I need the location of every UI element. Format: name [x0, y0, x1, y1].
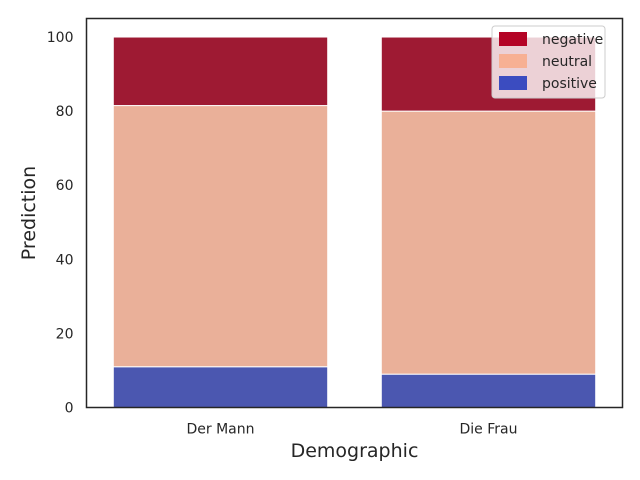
legend-label-neutral: neutral	[542, 54, 592, 70]
x-tick-label: Der Mann	[186, 422, 254, 438]
y-axis-ticks: 0 20 40 60 80 100	[47, 30, 74, 416]
y-tick-label: 80	[56, 104, 74, 120]
bar-positive-1	[380, 373, 597, 408]
legend-label-positive: positive	[542, 76, 597, 92]
x-axis-ticks: Der Mann Die Frau	[186, 422, 517, 438]
y-tick-label: 0	[65, 401, 74, 417]
x-axis-label: Demographic	[291, 440, 419, 462]
bar-neutral-0	[112, 105, 329, 368]
y-tick-label: 40	[56, 252, 74, 268]
y-tick-label: 60	[56, 178, 74, 194]
legend-swatch-positive	[499, 76, 527, 90]
legend-label-negative: negative	[542, 32, 603, 48]
legend-swatch-neutral	[499, 54, 527, 68]
bar-negative-0	[112, 36, 329, 107]
legend: negative neutral positive	[491, 25, 606, 99]
plot-area-frame	[85, 17, 624, 409]
bar-positive-0	[112, 366, 329, 408]
y-tick-label: 100	[47, 30, 74, 46]
x-tick-label: Die Frau	[460, 422, 518, 438]
legend-swatch-negative	[499, 32, 527, 46]
y-axis-label: Prediction	[18, 166, 40, 260]
y-tick-label: 20	[56, 326, 74, 342]
bars-layer	[112, 36, 597, 408]
bar-neutral-1	[380, 110, 597, 375]
